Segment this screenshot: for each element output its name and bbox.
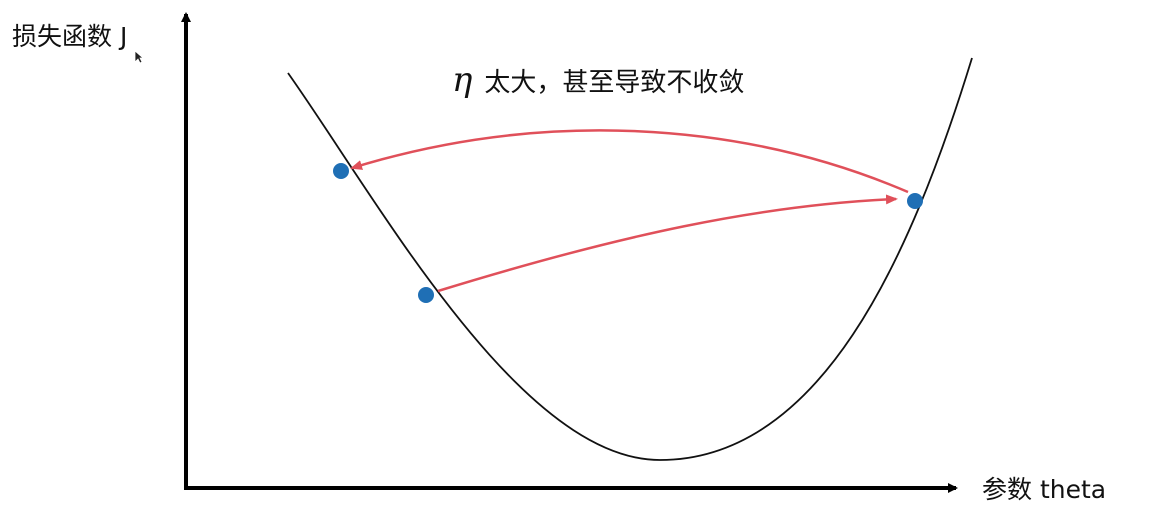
y-axis-label: 损失函数 J	[12, 22, 128, 51]
eta-symbol: η	[452, 60, 473, 100]
x-axis-label: 参数 theta	[982, 475, 1107, 504]
iterate-point-right	[907, 193, 923, 209]
mouse-pointer-icon	[134, 50, 144, 64]
annotation-text: 太大，甚至导致不收敛	[484, 68, 745, 98]
step-arrow-overshoot-left	[350, 129, 909, 194]
iterate-point-left	[333, 163, 349, 179]
learning-rate-annotation: η 太大，甚至导致不收敛	[452, 60, 744, 100]
iterate-point-start	[418, 287, 434, 303]
loss-curve	[287, 57, 973, 461]
step-arrow-overshoot-right	[437, 194, 898, 293]
